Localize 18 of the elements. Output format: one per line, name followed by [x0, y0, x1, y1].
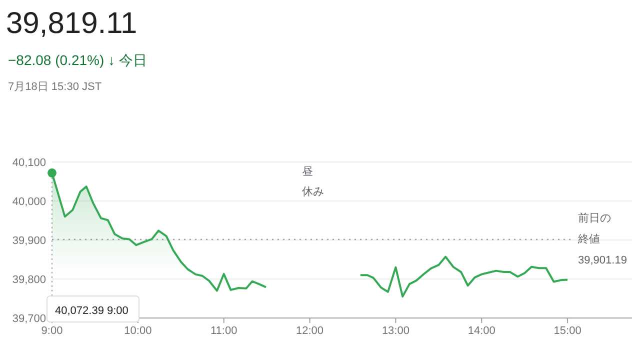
y-tick-label: 40,000 — [12, 196, 46, 208]
annotation: 昼休み — [302, 166, 324, 198]
x-tick-label: 13:00 — [382, 325, 410, 337]
y-tick-label: 39,800 — [12, 274, 46, 286]
chart-title: 39,819.11 — [6, 7, 138, 40]
ref-line-label: 前日の終値 39,901.19 — [577, 212, 627, 267]
text: 7月18日 15:30 JST — [8, 81, 102, 93]
y-tick-label: 39,700 — [12, 313, 46, 325]
x-tick-label: 15:00 — [554, 325, 582, 337]
x-tick-label: 12:00 — [296, 325, 324, 337]
x-tick-label: 9:00 — [41, 325, 63, 337]
y-tick-label: 40,100 — [12, 157, 46, 169]
y-tick-label: 39,900 — [12, 235, 46, 247]
x-tick-label: 14:00 — [468, 325, 496, 337]
annotation: 40,072.39 9:00 — [55, 305, 128, 317]
x-tick-label: 11:00 — [210, 325, 238, 337]
x-tick-label: 10:00 — [124, 325, 152, 337]
chart-subtitle: −82.08 (0.21%) ↓ 今日 — [8, 52, 147, 68]
